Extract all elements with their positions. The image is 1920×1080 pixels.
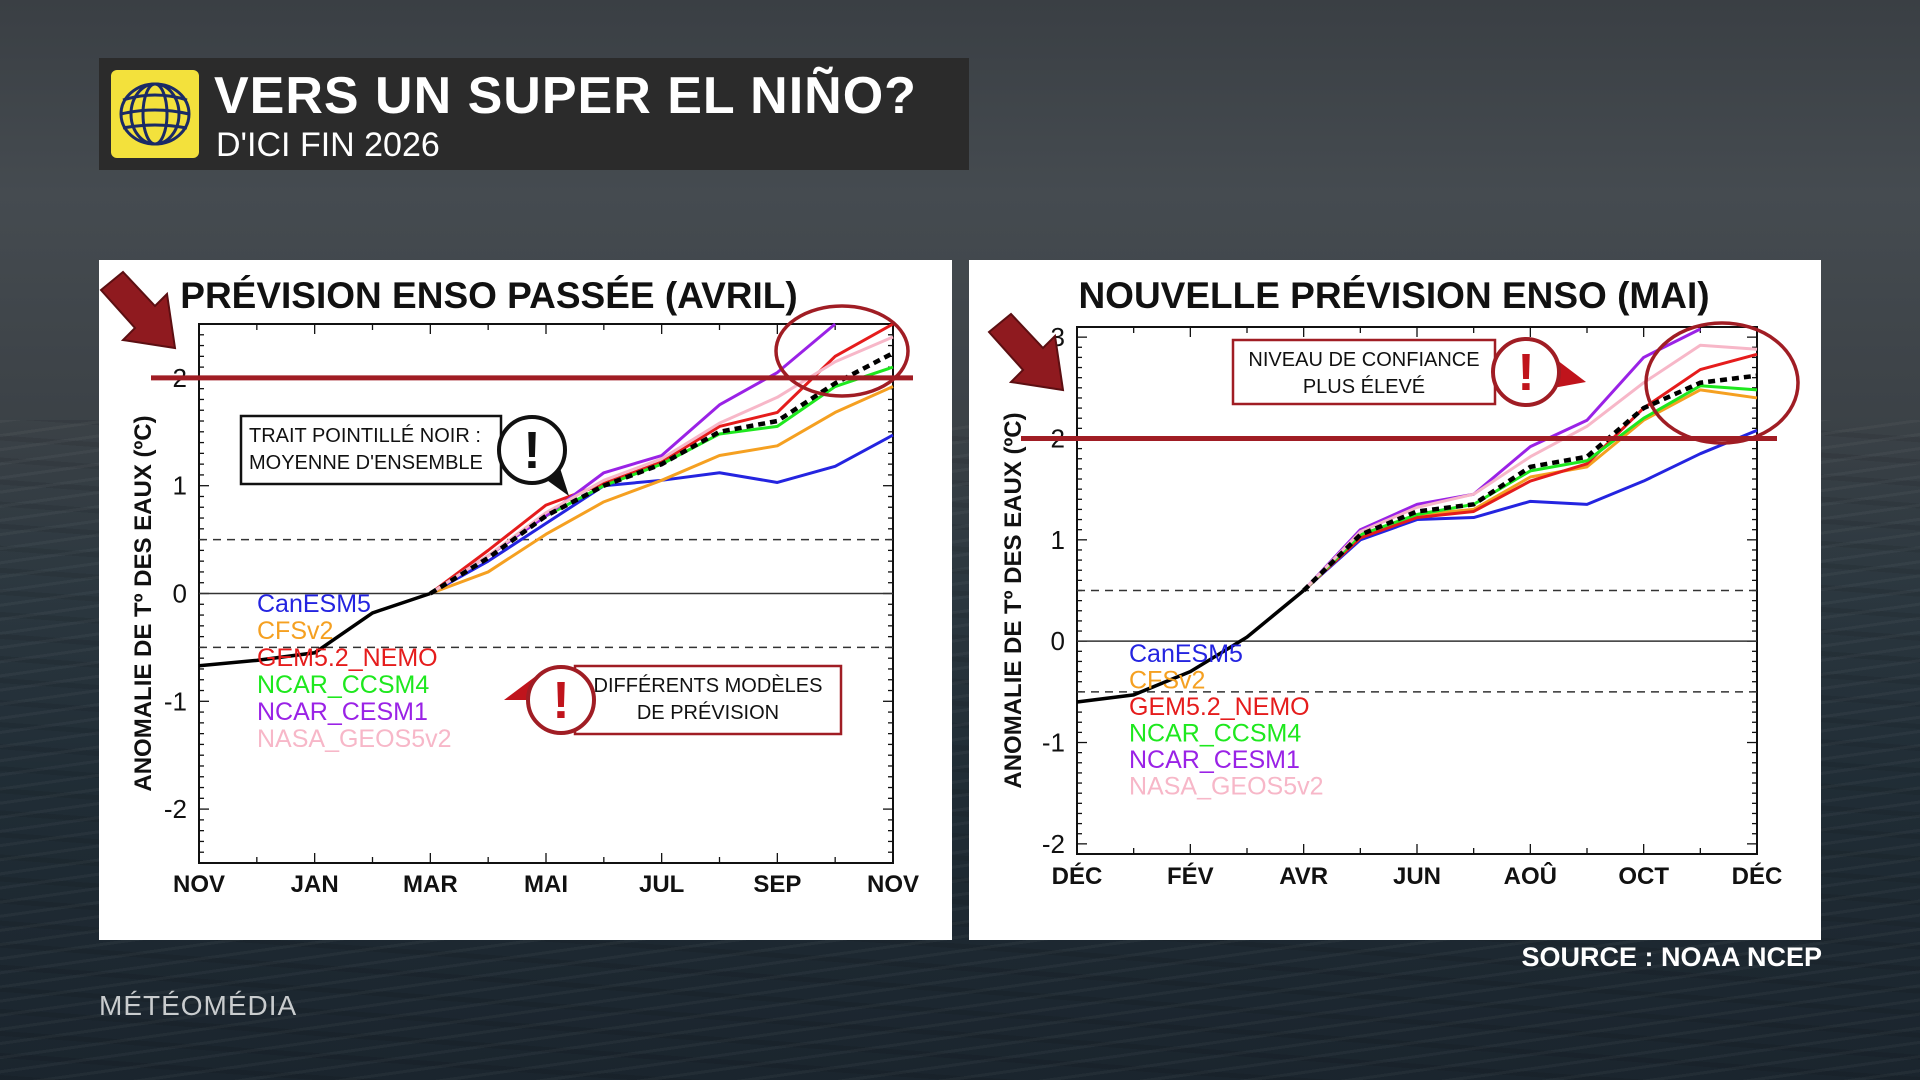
legend-entry-cfsv2: CFSv2 xyxy=(1129,667,1205,695)
x-tick-label: JAN xyxy=(291,871,339,898)
annotation-text: DE PRÉVISION xyxy=(637,701,779,724)
x-tick-label: MAI xyxy=(524,871,568,898)
series-line-cfsv2 xyxy=(1302,388,1758,592)
y-tick-label: 1 xyxy=(1051,525,1065,555)
legend-entry-ncar-ccsm4: NCAR_CCSM4 xyxy=(1129,720,1301,748)
globe-logo-icon xyxy=(111,70,199,158)
alert-badge-icon xyxy=(526,665,596,735)
ensemble-mean-line xyxy=(429,351,895,596)
x-tick-label: DÉC xyxy=(1732,862,1783,890)
y-tick-label: 1 xyxy=(173,471,187,501)
legend-entry-nasa-geos5v2: NASA_GEOS5v2 xyxy=(1129,773,1324,801)
alert-badge-icon xyxy=(1491,337,1561,407)
x-tick-label: MAR xyxy=(403,871,458,898)
annotation-text: TRAIT POINTILLÉ NOIR : xyxy=(249,424,481,447)
alert-exclamation-icon: ! xyxy=(523,422,540,480)
annotation-text: DIFFÉRENTS MODÈLES xyxy=(594,674,823,697)
chart-title: PRÉVISION ENSO PASSÉE (AVRIL) xyxy=(180,275,797,316)
brand-logo-text: MÉTÉOMÉDIA xyxy=(99,990,298,1021)
legend-entry-gem5-2-nemo: GEM5.2_NEMO xyxy=(257,644,438,672)
source-credit: SOURCE : NOAA NCEP xyxy=(1521,942,1822,972)
legend-entry-nasa-geos5v2: NASA_GEOS5v2 xyxy=(257,725,452,753)
highlight-ellipse xyxy=(774,304,910,398)
x-tick-label: JUL xyxy=(639,871,684,898)
x-tick-label: AOÛ xyxy=(1504,862,1557,890)
y-tick-label: -2 xyxy=(164,794,187,824)
chart-april: PRÉVISION ENSO PASSÉE (AVRIL)210-1-2NOVJ… xyxy=(99,270,919,898)
legend-entry-ncar-cesm1: NCAR_CESM1 xyxy=(257,698,428,726)
legend-entry-gem5-2-nemo: GEM5.2_NEMO xyxy=(1129,693,1310,721)
annotation-box xyxy=(239,414,503,486)
annotation-box xyxy=(1231,338,1497,406)
red-arrow-icon xyxy=(987,312,1065,392)
legend-entry-ncar-ccsm4: NCAR_CCSM4 xyxy=(257,671,429,699)
observed-line xyxy=(1076,589,1305,704)
observed-line xyxy=(198,591,431,668)
chart-title: NOUVELLE PRÉVISION ENSO (MAI) xyxy=(1078,275,1709,316)
page-title: VERS UN SUPER EL NIÑO? xyxy=(214,67,917,125)
legend-entry-cfsv2: CFSv2 xyxy=(257,617,333,645)
page-subtitle: D'ICI FIN 2026 xyxy=(216,126,440,164)
x-tick-label: SEP xyxy=(753,871,801,898)
x-tick-label: AVR xyxy=(1279,863,1328,890)
legend-entry-canesm5: CanESM5 xyxy=(1129,640,1243,668)
alert-exclamation-icon: ! xyxy=(1517,344,1534,402)
series-line-cfsv2 xyxy=(429,385,894,595)
annotation-text: MOYENNE D'ENSEMBLE xyxy=(249,452,483,474)
chart-panel-april: PRÉVISION ENSO PASSÉE (AVRIL)210-1-2NOVJ… xyxy=(99,260,952,940)
y-tick-label: -2 xyxy=(1042,829,1065,859)
x-tick-label: JUN xyxy=(1393,863,1441,890)
chart-panel-may: NOUVELLE PRÉVISION ENSO (MAI)3210-1-2DÉC… xyxy=(969,260,1821,940)
legend-entry-ncar-cesm1: NCAR_CESM1 xyxy=(1129,746,1300,774)
x-tick-label: OCT xyxy=(1618,863,1669,890)
annotation-text: PLUS ÉLEVÉ xyxy=(1303,375,1425,398)
ensemble-mean-line xyxy=(1302,373,1758,593)
title-banner: VERS UN SUPER EL NIÑO? D'ICI FIN 2026 xyxy=(99,58,969,170)
chart-may: NOUVELLE PRÉVISION ENSO (MAI)3210-1-2DÉC… xyxy=(987,275,1800,890)
legend-entry-canesm5: CanESM5 xyxy=(257,590,371,618)
y-tick-label: 0 xyxy=(1051,626,1065,656)
series-line-gem5-2-nemo xyxy=(1302,352,1758,592)
alert-pointer-icon xyxy=(1553,360,1586,388)
y-axis-label: ANOMALIE DE Tº DES EAUX (ºC) xyxy=(1000,412,1027,788)
x-tick-label: NOV xyxy=(867,871,919,898)
annotation-box xyxy=(573,664,843,736)
highlight-ellipse xyxy=(1644,321,1800,445)
alert-exclamation-icon: ! xyxy=(552,672,569,730)
x-tick-label: NOV xyxy=(173,871,225,898)
series-line-nasa-geos5v2 xyxy=(429,335,894,595)
alert-badge-icon xyxy=(497,415,567,485)
x-tick-label: DÉC xyxy=(1052,862,1103,890)
series-line-nasa-geos5v2 xyxy=(1302,343,1758,592)
series-line-canesm5 xyxy=(1302,428,1758,592)
series-line-ncar-cesm1 xyxy=(1302,327,1702,592)
y-axis-label: ANOMALIE DE Tº DES EAUX (ºC) xyxy=(130,415,157,791)
series-line-ncar-ccsm4 xyxy=(1302,384,1758,592)
y-tick-label: -1 xyxy=(164,686,187,716)
x-tick-label: FÉV xyxy=(1167,862,1214,890)
annotation-text: NIVEAU DE CONFIANCE xyxy=(1248,349,1479,371)
y-tick-label: -1 xyxy=(1042,728,1065,758)
y-tick-label: 0 xyxy=(173,579,187,609)
red-arrow-icon xyxy=(99,270,177,350)
